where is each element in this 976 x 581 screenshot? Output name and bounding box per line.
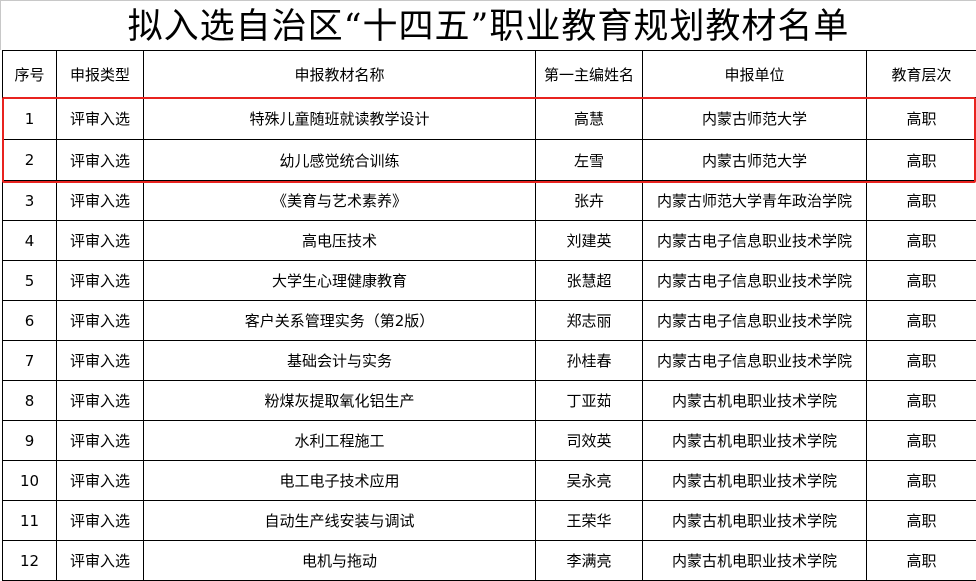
table-row: 11 评审入选 自动生产线安装与调试 王荣华 内蒙古机电职业技术学院 高职 xyxy=(2,500,976,541)
cell-type: 评审入选 xyxy=(56,500,144,541)
cell-textbook: 大学生心理健康教育 xyxy=(143,260,536,301)
cell-index: 5 xyxy=(2,260,57,301)
cell-type: 评审入选 xyxy=(56,380,144,421)
cell-textbook: 《美育与艺术素养》 xyxy=(143,180,536,221)
cell-index: 9 xyxy=(2,420,57,461)
cell-editor: 左雪 xyxy=(535,139,643,181)
cell-type: 评审入选 xyxy=(56,460,144,501)
cell-level: 高职 xyxy=(866,460,976,501)
cell-unit: 内蒙古师范大学 xyxy=(642,97,867,140)
cell-type: 评审入选 xyxy=(56,340,144,381)
table-row: 6 评审入选 客户关系管理实务（第2版） 郑志丽 内蒙古电子信息职业技术学院 高职 xyxy=(2,300,976,341)
cell-type: 评审入选 xyxy=(56,260,144,301)
cell-textbook: 粉煤灰提取氧化铝生产 xyxy=(143,380,536,421)
cell-textbook: 水利工程施工 xyxy=(143,420,536,461)
table-header-row: 序号 申报类型 申报教材名称 第一主编姓名 申报单位 教育层次 xyxy=(2,50,976,98)
cell-editor: 王荣华 xyxy=(535,500,643,541)
cell-level: 高职 xyxy=(866,340,976,381)
cell-editor: 刘建英 xyxy=(535,220,643,261)
table-row: 1 评审入选 特殊儿童随班就读教学设计 高慧 内蒙古师范大学 高职 xyxy=(2,97,976,140)
cell-index: 6 xyxy=(2,300,57,341)
table-row: 3 评审入选 《美育与艺术素养》 张卉 内蒙古师范大学青年政治学院 高职 xyxy=(2,180,976,221)
cell-textbook: 电机与拖动 xyxy=(143,540,536,581)
header-cell-level: 教育层次 xyxy=(866,50,976,98)
cell-level: 高职 xyxy=(866,540,976,581)
cell-textbook: 电工电子技术应用 xyxy=(143,460,536,501)
cell-editor: 张慧超 xyxy=(535,260,643,301)
header-cell-editor: 第一主编姓名 xyxy=(535,50,643,98)
textbook-list-table: 序号 申报类型 申报教材名称 第一主编姓名 申报单位 教育层次 1 评审入选 特殊儿… xyxy=(2,50,976,581)
cell-textbook: 特殊儿童随班就读教学设计 xyxy=(143,97,536,140)
cell-unit: 内蒙古机电职业技术学院 xyxy=(642,500,867,541)
header-cell-unit: 申报单位 xyxy=(642,50,867,98)
cell-level: 高职 xyxy=(866,380,976,421)
cell-editor: 司效英 xyxy=(535,420,643,461)
table-row: 8 评审入选 粉煤灰提取氧化铝生产 丁亚茹 内蒙古机电职业技术学院 高职 xyxy=(2,380,976,421)
table-row: 10 评审入选 电工电子技术应用 吴永亮 内蒙古机电职业技术学院 高职 xyxy=(2,460,976,501)
cell-unit: 内蒙古机电职业技术学院 xyxy=(642,380,867,421)
header-cell-type: 申报类型 xyxy=(56,50,144,98)
cell-editor: 孙桂春 xyxy=(535,340,643,381)
cell-textbook: 客户关系管理实务（第2版） xyxy=(143,300,536,341)
cell-level: 高职 xyxy=(866,420,976,461)
cell-editor: 李满亮 xyxy=(535,540,643,581)
cell-level: 高职 xyxy=(866,180,976,221)
document-title: 拟入选自治区“十四五”职业教育规划教材名单 xyxy=(0,0,976,50)
cell-index: 4 xyxy=(2,220,57,261)
cell-unit: 内蒙古机电职业技术学院 xyxy=(642,420,867,461)
cell-index: 1 xyxy=(2,97,57,140)
cell-editor: 张卉 xyxy=(535,180,643,221)
header-cell-index: 序号 xyxy=(2,50,57,98)
table-row: 7 评审入选 基础会计与实务 孙桂春 内蒙古电子信息职业技术学院 高职 xyxy=(2,340,976,381)
cell-editor: 吴永亮 xyxy=(535,460,643,501)
cell-type: 评审入选 xyxy=(56,139,144,181)
cell-editor: 郑志丽 xyxy=(535,300,643,341)
cell-unit: 内蒙古机电职业技术学院 xyxy=(642,540,867,581)
header-cell-textbook: 申报教材名称 xyxy=(143,50,536,98)
cell-type: 评审入选 xyxy=(56,540,144,581)
cell-type: 评审入选 xyxy=(56,220,144,261)
cell-textbook: 高电压技术 xyxy=(143,220,536,261)
cell-type: 评审入选 xyxy=(56,97,144,140)
cell-unit: 内蒙古电子信息职业技术学院 xyxy=(642,220,867,261)
table-row: 9 评审入选 水利工程施工 司效英 内蒙古机电职业技术学院 高职 xyxy=(2,420,976,461)
table-row: 2 评审入选 幼儿感觉统合训练 左雪 内蒙古师范大学 高职 xyxy=(2,139,976,181)
cell-type: 评审入选 xyxy=(56,180,144,221)
cell-index: 11 xyxy=(2,500,57,541)
cell-index: 12 xyxy=(2,540,57,581)
cell-index: 3 xyxy=(2,180,57,221)
cell-type: 评审入选 xyxy=(56,420,144,461)
cell-type: 评审入选 xyxy=(56,300,144,341)
cell-unit: 内蒙古电子信息职业技术学院 xyxy=(642,340,867,381)
cell-level: 高职 xyxy=(866,139,976,181)
table-row: 5 评审入选 大学生心理健康教育 张慧超 内蒙古电子信息职业技术学院 高职 xyxy=(2,260,976,301)
cell-editor: 丁亚茹 xyxy=(535,380,643,421)
cell-textbook: 幼儿感觉统合训练 xyxy=(143,139,536,181)
cell-level: 高职 xyxy=(866,97,976,140)
cell-unit: 内蒙古电子信息职业技术学院 xyxy=(642,260,867,301)
table-row: 12 评审入选 电机与拖动 李满亮 内蒙古机电职业技术学院 高职 xyxy=(2,540,976,581)
cell-level: 高职 xyxy=(866,220,976,261)
cell-index: 10 xyxy=(2,460,57,501)
cell-unit: 内蒙古师范大学青年政治学院 xyxy=(642,180,867,221)
cell-level: 高职 xyxy=(866,500,976,541)
cell-unit: 内蒙古机电职业技术学院 xyxy=(642,460,867,501)
cell-index: 8 xyxy=(2,380,57,421)
cell-index: 2 xyxy=(2,139,57,181)
cell-level: 高职 xyxy=(866,300,976,341)
cell-unit: 内蒙古师范大学 xyxy=(642,139,867,181)
cell-editor: 高慧 xyxy=(535,97,643,140)
cell-textbook: 基础会计与实务 xyxy=(143,340,536,381)
cell-index: 7 xyxy=(2,340,57,381)
cell-unit: 内蒙古电子信息职业技术学院 xyxy=(642,300,867,341)
table-row: 4 评审入选 高电压技术 刘建英 内蒙古电子信息职业技术学院 高职 xyxy=(2,220,976,261)
cell-level: 高职 xyxy=(866,260,976,301)
cell-textbook: 自动生产线安装与调试 xyxy=(143,500,536,541)
